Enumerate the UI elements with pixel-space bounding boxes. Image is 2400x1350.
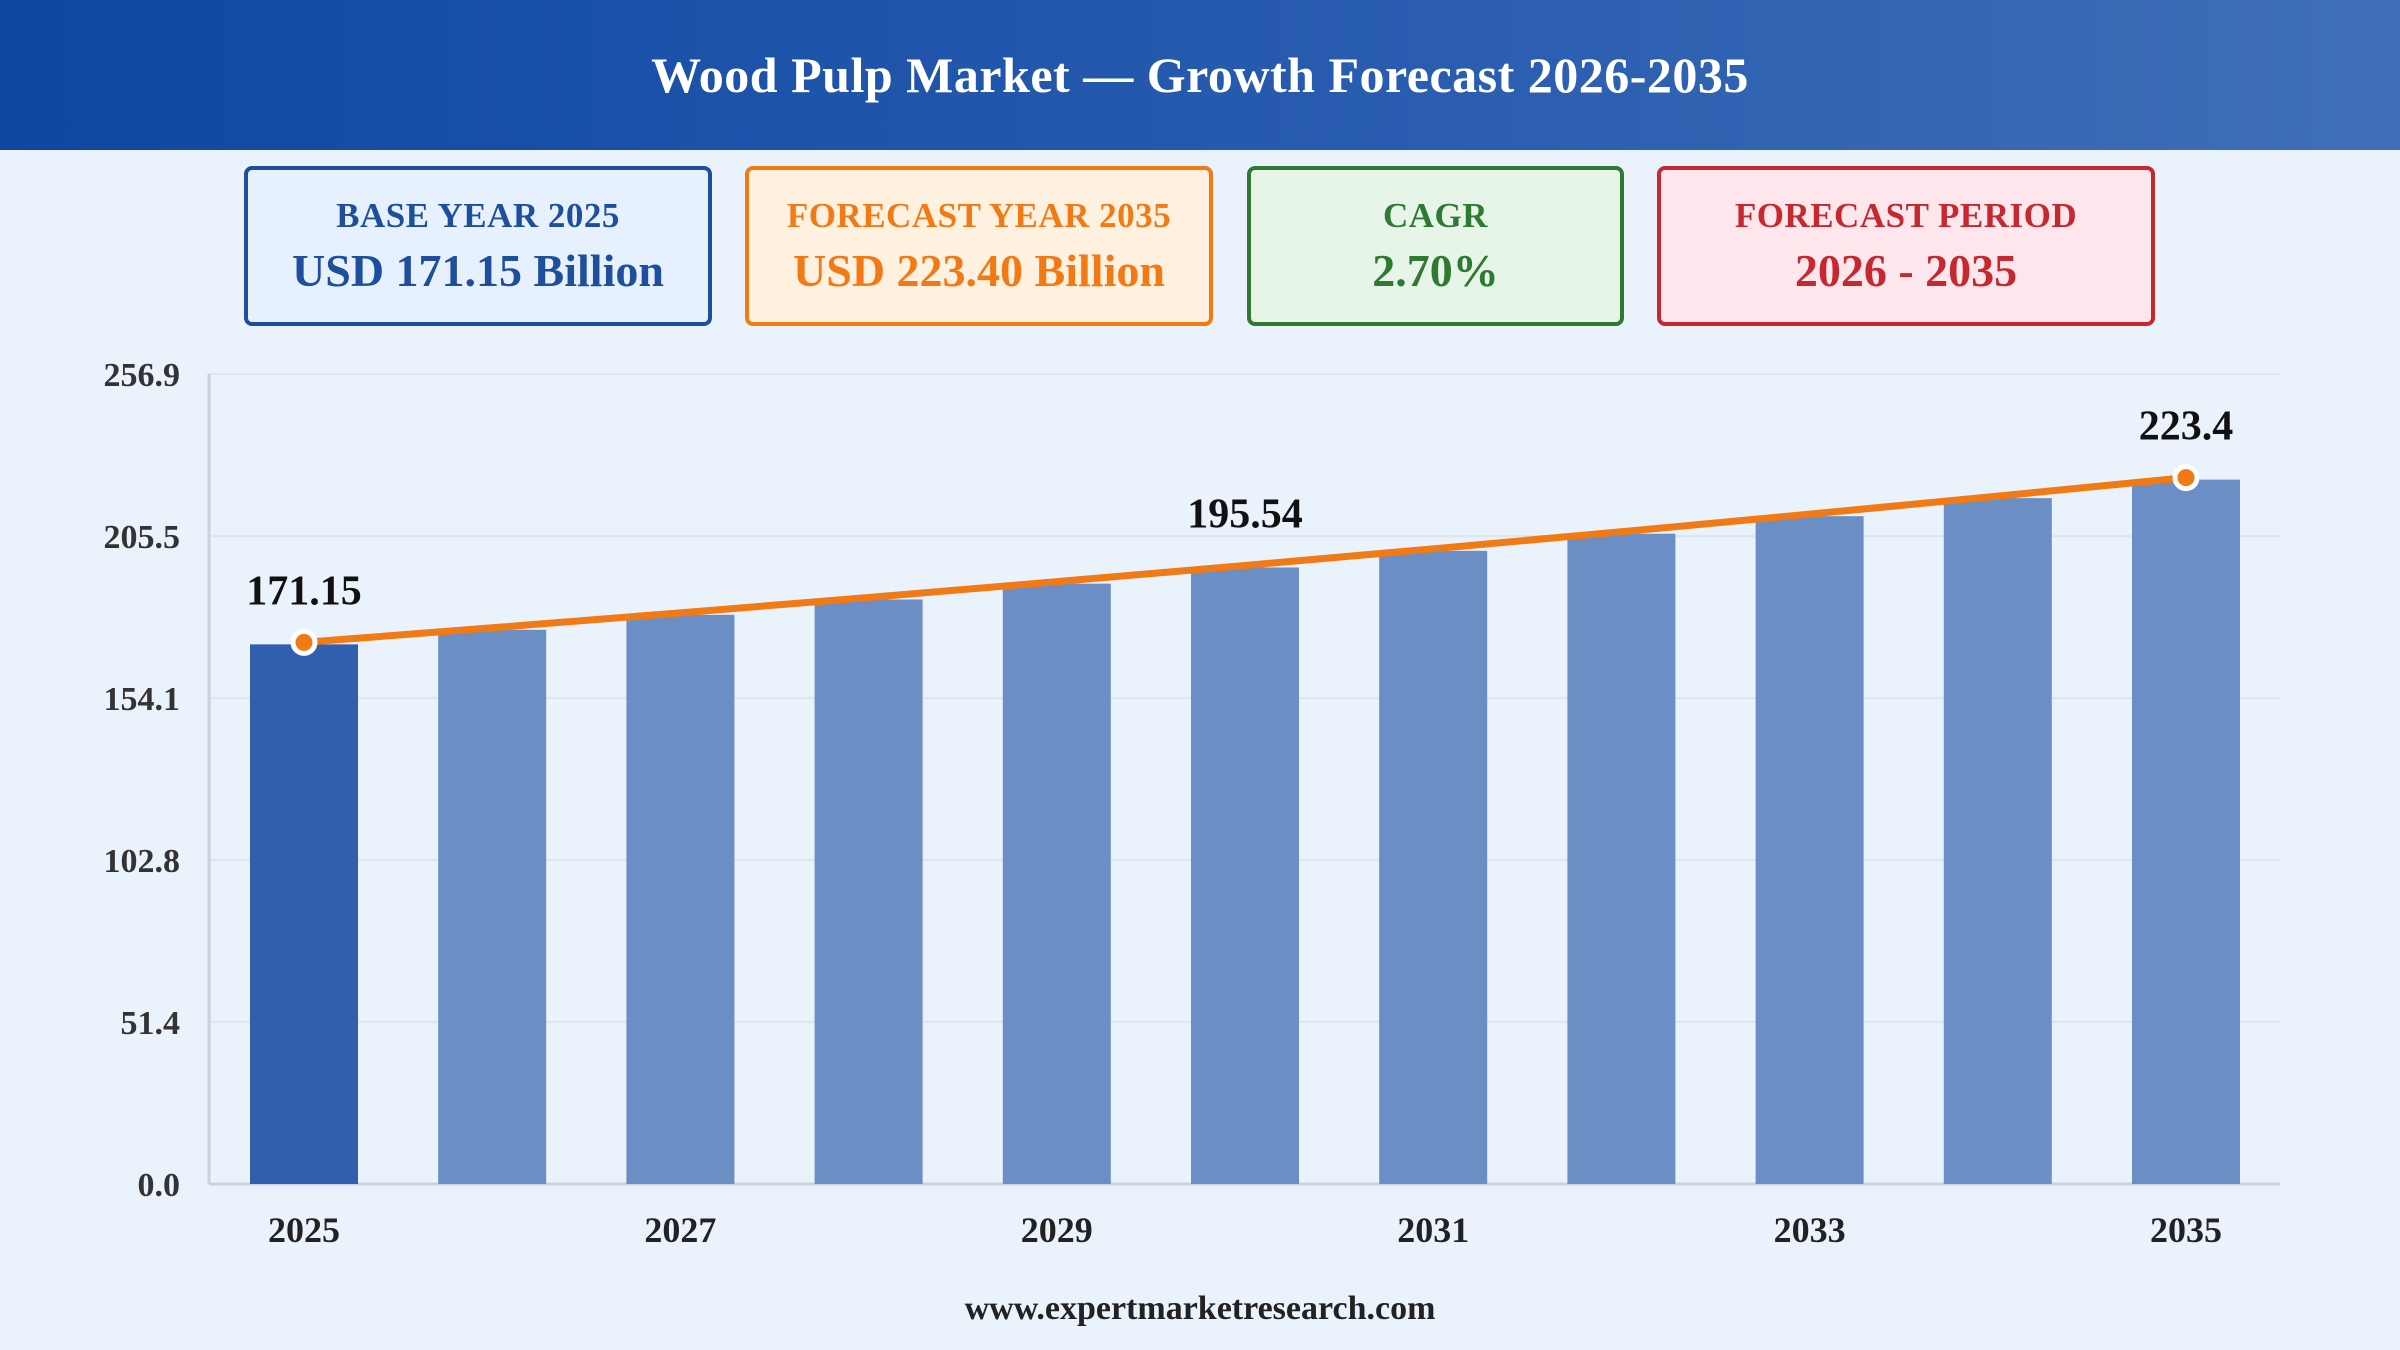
source-url: www.expertmarketresearch.com: [964, 1290, 1436, 1327]
y-tick-label: 0.0: [138, 1167, 181, 1204]
bar-2030: [1191, 567, 1299, 1184]
cagr-value: 2.70%: [1372, 244, 1499, 296]
x-tick-label: 2025: [268, 1210, 340, 1250]
y-tick-label: 51.4: [121, 1005, 181, 1042]
trend-marker: [290, 628, 318, 656]
forecast-year-card: FORECAST YEAR 2035 USD 223.40 Billion: [745, 166, 1213, 326]
forecast-period-label: FORECAST PERIOD: [1734, 195, 2078, 235]
data-label: 171.15: [246, 568, 362, 614]
bar-2034: [1943, 498, 2052, 1184]
trend-line: [303, 474, 2187, 646]
bar-2028: [814, 599, 923, 1184]
bar-2026: [438, 629, 547, 1184]
x-tick-label: 2029: [1021, 1210, 1093, 1250]
y-tick-label: 102.8: [104, 843, 181, 880]
base-year-label: BASE YEAR 2025: [336, 195, 620, 235]
data-label: 223.4: [2139, 404, 2234, 450]
forecast-period-value: 2026 - 2035: [1794, 244, 2018, 296]
chart-title: Wood Pulp Market — Growth Forecast 2026-…: [651, 47, 1749, 103]
x-tick-label: 2035: [2150, 1210, 2222, 1250]
cagr-label: CAGR: [1382, 195, 1489, 235]
trend-marker: [2172, 464, 2200, 492]
bar-2035: [2132, 479, 2240, 1184]
data-label: 195.54: [1187, 491, 1303, 537]
forecast-year-label: FORECAST YEAR 2035: [786, 195, 1172, 235]
bar-2025: [250, 644, 358, 1184]
x-tick-label: 2031: [1397, 1210, 1469, 1250]
base-year-card: BASE YEAR 2025 USD 171.15 Billion: [244, 166, 712, 326]
x-tick-label: 2027: [644, 1210, 716, 1250]
bar-2033: [1755, 516, 1864, 1184]
y-tick-label: 256.9: [104, 357, 181, 394]
forecast-period-card: FORECAST PERIOD 2026 - 2035: [1657, 166, 2155, 326]
base-year-value: USD 171.15 Billion: [292, 244, 664, 296]
cagr-card: CAGR 2.70%: [1247, 166, 1624, 326]
bar-2029: [1002, 583, 1111, 1184]
chart-header: Wood Pulp Market — Growth Forecast 2026-…: [0, 0, 2400, 150]
bar-2032: [1567, 533, 1676, 1184]
forecast-year-value: USD 223.40 Billion: [793, 244, 1165, 296]
y-tick-label: 154.1: [104, 681, 181, 718]
y-tick-label: 205.5: [104, 519, 181, 556]
x-tick-label: 2033: [1774, 1210, 1846, 1250]
bar-2031: [1379, 550, 1488, 1184]
bar-chart: 0.0 51.4 102.8 154.1 205.5 256.9 2025 2027 2029 2…: [104, 357, 2280, 1250]
bar-2027: [626, 614, 735, 1184]
